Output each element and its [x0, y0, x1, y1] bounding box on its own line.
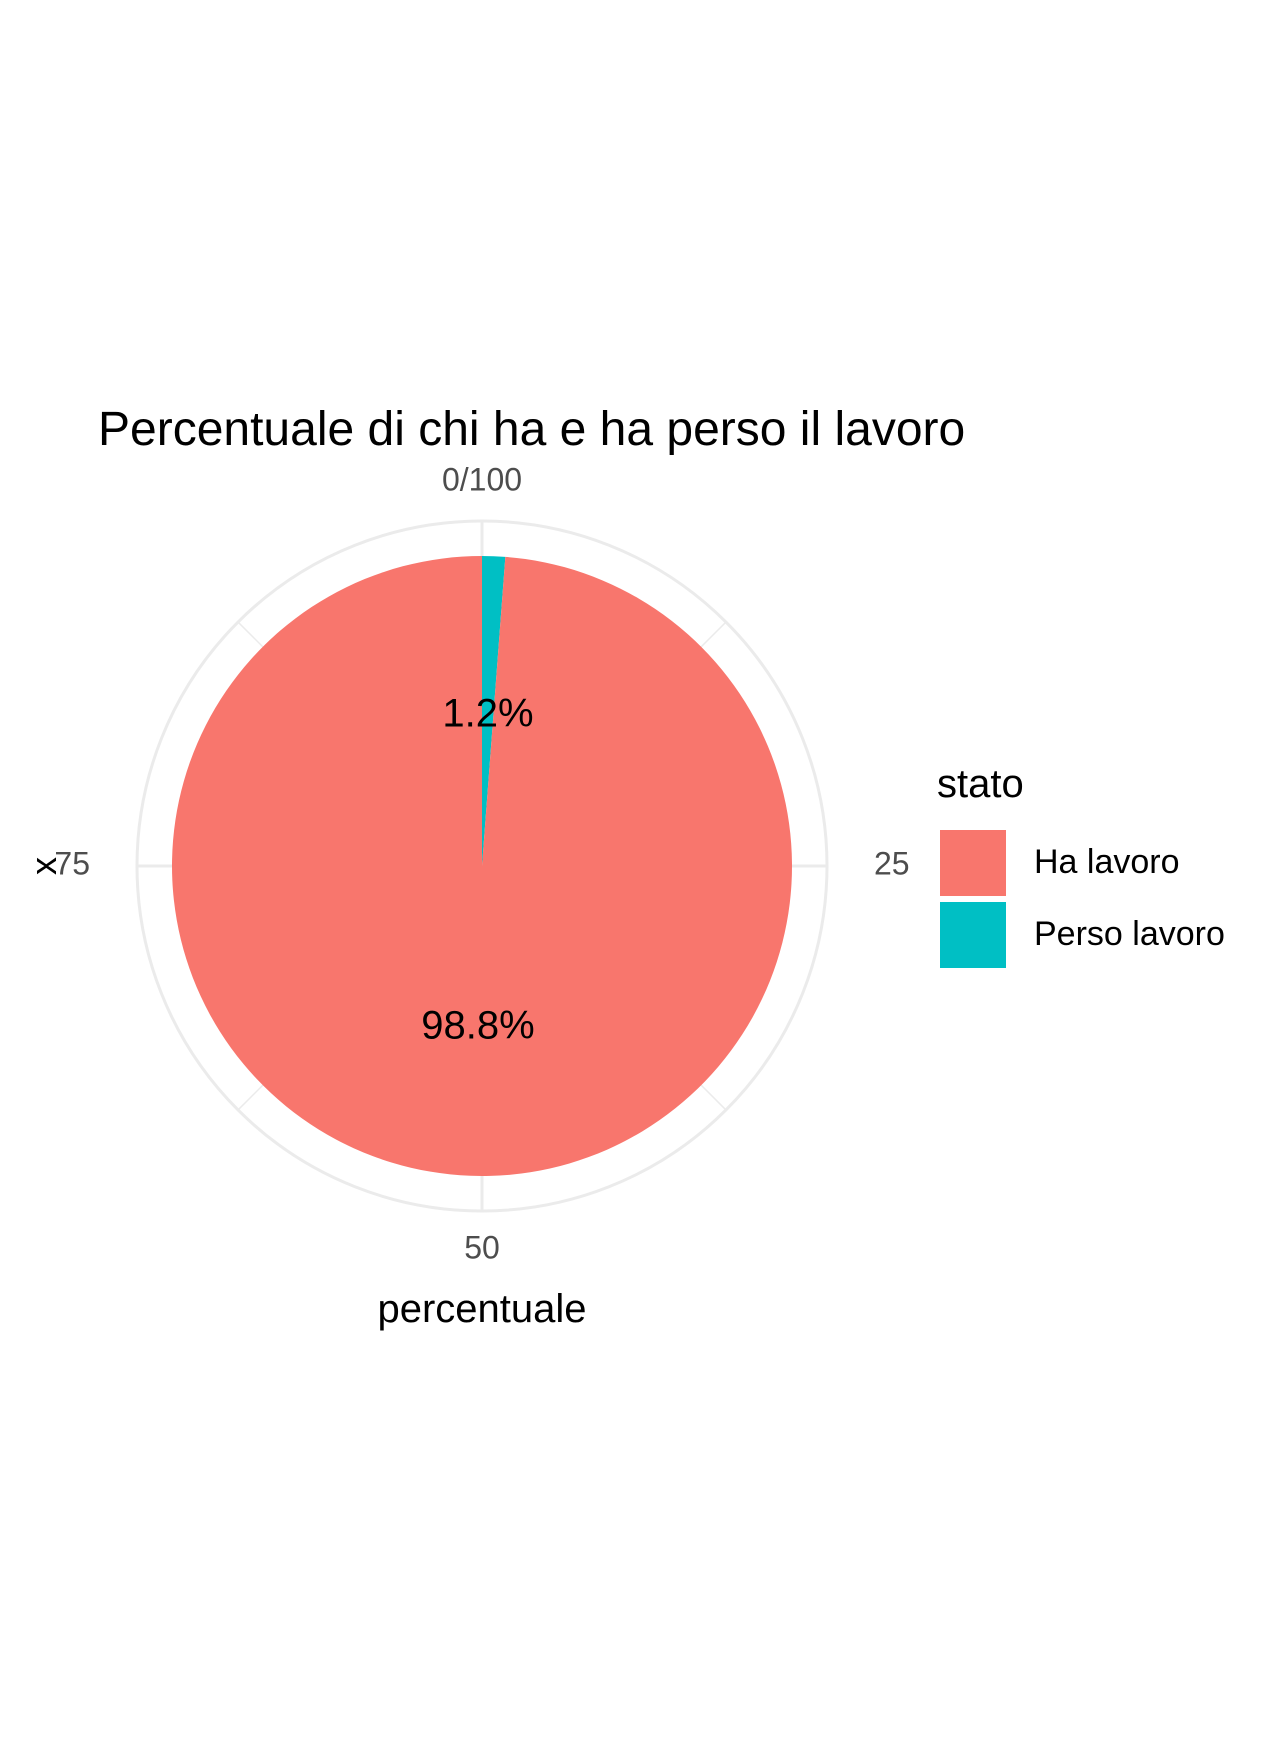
pie-slice [482, 556, 506, 866]
x-axis-label: percentuale [377, 1287, 586, 1331]
legend-key [940, 902, 1006, 968]
legend-label: Perso lavoro [1034, 915, 1225, 953]
angle-tick-labels: 0/100 25 50 75 [54, 461, 909, 1265]
chart-title: Percentuale di chi ha e ha perso il lavo… [98, 403, 965, 456]
pie-slices [171, 556, 792, 1176]
slice-labels: 1.2% 98.8% [421, 692, 534, 1048]
y-axis-label: x [23, 857, 64, 875]
angle-tick-label: 75 [54, 845, 90, 881]
legend-label: Ha lavoro [1034, 843, 1180, 881]
legend-title: stato [937, 762, 1024, 806]
angle-tick-label: 0/100 [442, 461, 522, 497]
legend: stato Ha lavoro Perso lavoro [937, 762, 1225, 968]
slice-data-label: 1.2% [442, 692, 533, 736]
slice-data-label: 98.8% [421, 1004, 534, 1048]
pie-slice [171, 556, 792, 1176]
angle-tick-label: 50 [464, 1229, 500, 1265]
angle-tick-label: 25 [874, 845, 910, 881]
legend-key [940, 830, 1006, 896]
